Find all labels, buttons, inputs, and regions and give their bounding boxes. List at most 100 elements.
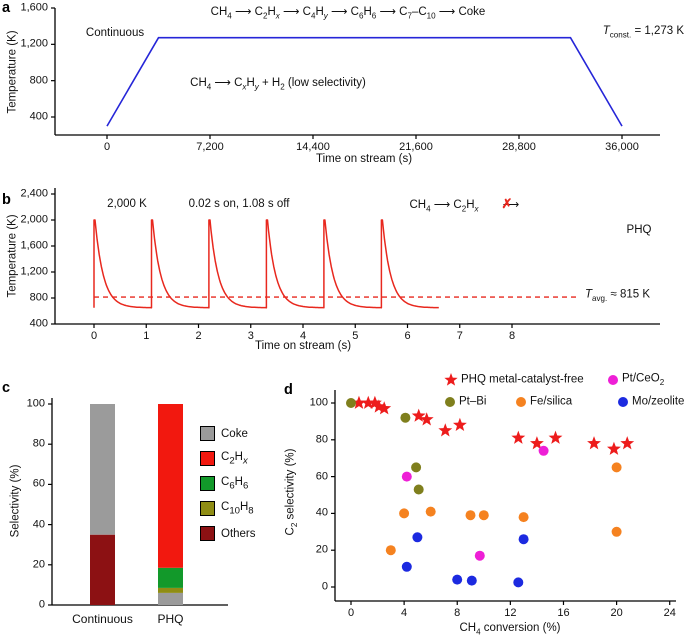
data-point-circle [346,398,356,408]
x-tick-label: 8 [454,607,461,619]
data-point-circle [401,471,412,482]
data-point-circle [412,532,423,543]
y-tick-label: 400 [29,110,48,123]
data-point-circle [478,510,489,521]
legend-label: Coke [221,427,248,440]
data-point-circle [425,506,436,517]
legend-label: PHQ metal-catalyst-free [461,373,584,386]
x-tick-label: 6 [404,330,411,342]
legend-label: Others [221,527,256,540]
x-tick-label: 36,000 [605,141,639,153]
legend-swatch [200,501,215,517]
x-tick-label: 16 [557,607,570,619]
annotation: ✗ [501,196,513,211]
y-tick-label: 1,600 [20,239,48,252]
bar-segment [90,534,115,605]
x-tick-label: 3 [247,330,254,342]
x-tick-label: 1 [143,330,150,342]
data-point-circle [518,512,529,523]
data-point-star [452,417,467,431]
panel-c-chart [48,398,228,606]
y-tick-label: 2,400 [20,187,48,200]
data-point-circle [513,577,524,588]
annotation: 2,000 K [107,198,147,210]
panel-b-letter: b [2,192,11,208]
data-point-circle [452,574,463,585]
legend-label: Mo/zeolite [632,395,685,408]
x-tick-label: 20 [610,607,623,619]
bar-segment [158,567,183,588]
y-tick-label: 1,600 [20,1,48,14]
data-point-star [438,423,453,437]
y-tick-label: 400 [29,317,48,330]
y-tick-label: 100 [26,397,45,410]
y-tick-label: 100 [309,396,328,409]
continuous-temperature-line [106,36,623,127]
data-point-circle [465,510,476,521]
panel-a-letter: a [2,0,11,16]
category-label: PHQ [157,612,184,626]
y-tick-label: 40 [32,518,45,531]
y-tick-label: 20 [315,543,328,556]
y-tick-label: 2,000 [20,213,48,226]
legend-label: C10H8 [221,501,254,517]
data-point-circle [401,561,412,572]
y-tick-label: 800 [29,74,48,87]
legend-label: C6H6 [221,476,249,492]
legend-label: Fe/silica [530,395,573,408]
data-point-star [352,395,366,409]
y-tick-label: 0 [321,580,328,593]
y-tick-label: 40 [315,507,328,520]
x-tick-label: 4 [401,607,408,619]
data-point-star [511,430,526,444]
phq-pulse-temperature-line [93,219,439,309]
legend-label: Pt–Bi [459,395,487,408]
panel-a-chart [51,7,660,139]
x-tick-label: 28,800 [502,141,536,153]
data-point-star [367,395,382,409]
annotation: Tavg. ≈ 815 K [585,288,651,304]
x-tick-label: 8 [508,330,516,342]
legend-marker-star [444,373,458,386]
annotation: CH4 ⟶ CxHy + H2 (low selectivity) [190,77,366,92]
y-tick-label: 0 [38,598,45,611]
x-tick-label: 0 [347,607,355,619]
data-point-star [587,436,601,450]
y-axis-label: Temperature (K) [6,214,19,298]
y-tick-label: 20 [32,558,45,571]
y-axis-label: Selectivity (%) [9,464,22,538]
data-point-circle [538,445,549,456]
x-tick-label: 7,200 [196,141,224,153]
panel-d-chart [331,373,676,605]
annotation: CH4 ⟶ C2Hx [409,199,479,214]
legend-marker-circle [608,375,618,385]
data-point-circle [611,462,622,473]
panel-a: a 400 800 1,200 1,600 0 7,200 14,400 21,600 28,8… [0,0,685,168]
panel-b-chart [51,188,660,328]
y-axis-label: C2 selectivity (%) [284,448,300,536]
x-axis-label: CH4 conversion (%) [459,622,561,637]
y-tick-label: 60 [32,478,45,491]
y-tick-label: 1,200 [20,38,48,51]
data-point-circle [474,550,485,561]
x-tick-label: 0 [90,330,98,342]
x-tick-label: 5 [352,330,359,342]
annotation: Tconst. = 1,273 K [602,25,684,40]
category-label: Continuous [72,612,133,626]
panel-c-letter: c [2,380,11,396]
data-point-circle [399,508,410,519]
legend-marker-circle [516,397,526,407]
annotation: ⟶ [502,199,520,211]
x-tick-label: 2 [195,330,202,342]
data-point-star [419,412,434,426]
legend-item: C10H8 [200,501,254,516]
data-point-circle [411,462,422,473]
data-point-circle [385,545,396,556]
x-axis-label: Time on stream (s) [254,340,352,352]
annotation: Continuous [85,27,145,39]
x-tick-label: 24 [663,607,676,619]
bar-segment [158,587,183,593]
legend-swatch [200,426,215,441]
panel-c: c 0 20 40 60 80 100 Continuous PHQ Coke C2Hx C6H6 C… [0,360,278,642]
